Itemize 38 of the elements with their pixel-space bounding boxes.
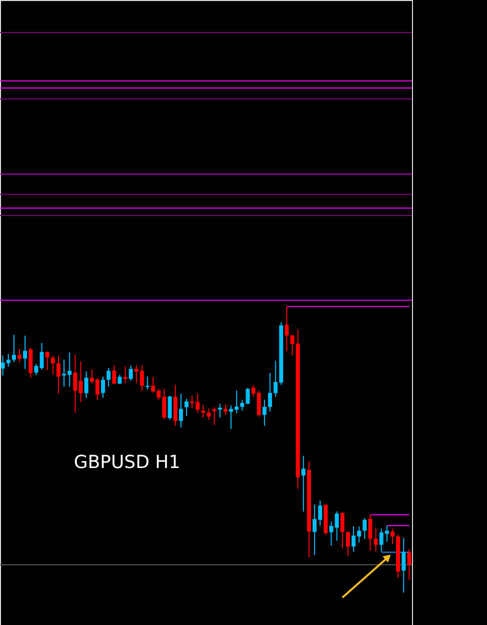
- candlestick: [301, 455, 306, 512]
- candlestick: [201, 404, 206, 418]
- candlestick: [362, 518, 367, 540]
- candlestick: [146, 376, 150, 390]
- candlestick: [346, 531, 350, 556]
- candlestick: [340, 512, 344, 549]
- candlestick: [368, 514, 372, 551]
- candlestick: [128, 365, 133, 382]
- candlestick: [168, 395, 172, 420]
- candlestick: [206, 408, 211, 420]
- candlestick: [40, 342, 44, 370]
- candlestick: [374, 527, 378, 552]
- candlestick: [390, 528, 395, 544]
- candlestick: [407, 548, 412, 580]
- candlestick: [50, 355, 55, 376]
- text: GBPUSD H1: [74, 452, 180, 473]
- candlestick: [106, 367, 111, 388]
- candlestick: [34, 363, 38, 376]
- candlestick: [56, 355, 60, 394]
- candlestick: [12, 334, 16, 362]
- candlestick: [223, 404, 228, 416]
- candlestick: [262, 399, 266, 426]
- candlestick: [246, 388, 250, 405]
- candlestick: [402, 538, 406, 594]
- candlestick: [112, 364, 116, 384]
- candlestick: [23, 335, 28, 370]
- candlestick: [84, 370, 88, 399]
- candlestick: [284, 306, 289, 352]
- candlestick: [123, 366, 128, 384]
- candlestick: [184, 398, 189, 416]
- candlestick: [212, 406, 216, 426]
- candlestick: [218, 403, 222, 418]
- candlestick: [45, 350, 50, 370]
- candlestick: [101, 376, 105, 398]
- candlestick: [178, 393, 183, 428]
- candlestick: [268, 372, 272, 412]
- candlestick: [28, 347, 33, 378]
- candlestick: [17, 348, 22, 362]
